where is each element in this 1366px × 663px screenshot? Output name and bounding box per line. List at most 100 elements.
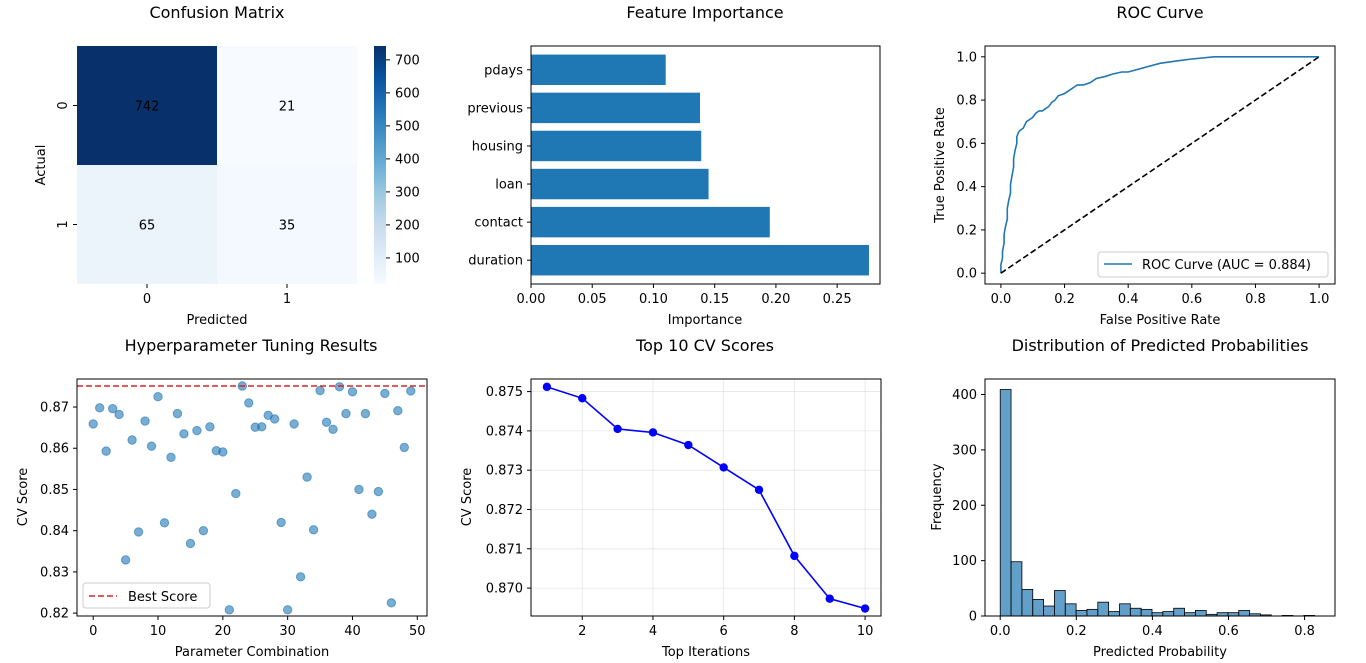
y-tick-label: 0.86 [40,442,69,457]
hyperparameter-tuning-panel: Hyperparameter Tuning Results 0 10 20 30 40 5… [16,336,428,660]
feature-importance-title: Feature Importance [626,3,783,22]
scatter-point [295,572,306,582]
feature-importance-panel: Feature Importance duration contact loan ho… [467,3,881,328]
scatter-point [269,414,280,424]
y-tick-label: 0.871 [486,542,523,557]
x-tick-label: 0.6 [1218,624,1239,639]
scatter-point [380,388,390,399]
scatter-point [347,387,358,397]
top-cv-scores-title: Top 10 CV Scores [635,336,774,355]
cv-score-point [542,382,552,392]
scatter-point [315,385,325,396]
feature-bar [531,130,702,162]
roc-curve-xlabel: False Positive Rate [1100,313,1221,328]
heatmap-cell [217,46,357,165]
cv-score-point [613,424,622,434]
x-tick-label: 0.0 [991,292,1012,307]
y-tick-label: duration [468,254,523,269]
y-tick-label: loan [495,178,523,193]
y-tick-label: 0.87 [40,401,69,416]
colorbar-tick-label: 100 [395,251,420,266]
x-tick-label: 0.0 [990,624,1011,639]
histogram-bar [999,389,1012,617]
heatmap-cell [217,165,357,284]
hyperparameter-tuning-axes [76,378,428,617]
scatter-point [244,398,254,408]
x-tick-label: 40 [344,624,361,639]
histogram-bar [1140,608,1153,617]
probability-histogram-ylabel: Frequency [930,463,945,530]
scatter-point [179,429,189,439]
roc-legend: ROC Curve (AUC = 0.884) [1097,251,1329,278]
confusion-matrix-cells: 742 21 65 35 0 1 0 1 [56,46,357,307]
scatter-point [153,392,163,402]
histogram-bar [1173,607,1185,617]
y-tick-label: contact [474,216,523,231]
top-cv-scores-panel: Top 10 CV Scores 2 4 6 8 10 0.870 0.871 0.872 0.… [460,336,882,660]
scatter-point [218,447,228,457]
cv-score-point [648,428,658,437]
confusion-matrix-panel: Confusion Matrix 742 21 65 35 0 1 0 1 Predicted… [34,3,420,328]
y-tick-label: 0.872 [486,503,523,518]
x-tick-label: 0.10 [639,292,668,307]
confusion-matrix-ylabel: Actual [34,145,49,186]
heatmap-cell [77,46,217,165]
scatter-point [140,416,150,426]
scatter-point [328,424,338,434]
histogram-bar [1032,598,1044,617]
scatter-point [406,386,416,396]
y-tick-label: 1.0 [956,50,977,65]
scatter-point [172,408,183,419]
scatter-point [198,525,209,536]
x-tick-label: 0.00 [517,292,546,307]
scatter-point [321,417,332,427]
cv-score-point [578,394,587,403]
y-tick-label: 0.4 [956,180,977,195]
y-tick-label: 0.85 [40,483,69,498]
scatter-point [166,452,176,463]
scatter-point [185,538,196,549]
y-tick-label: 0.875 [486,385,523,400]
feature-bar [531,54,666,86]
x-tick-label: 20 [215,624,232,639]
hyperparameter-tuning-points: 0 10 20 30 40 50 0.82 0.83 0.84 0.85 0.86 0.87 [40,381,427,639]
x-tick-label: 1 [283,292,291,307]
y-tick-label: 0 [56,101,71,109]
scatter-point [354,484,364,495]
heatmap-cell-label: 65 [139,219,156,234]
y-tick-label: 1 [56,220,71,228]
cv-score-point [754,485,764,495]
scatter-point [133,527,144,537]
colorbar-tick-label: 300 [395,185,420,200]
y-tick-label: 0.870 [486,582,523,597]
scatter-point [282,605,293,615]
probability-histogram-xlabel: Predicted Probability [1093,645,1227,660]
y-tick-label: 0.8 [956,94,977,109]
x-tick-label: 4 [649,624,657,639]
scatter-point [302,472,312,482]
y-tick-label: pdays [484,63,523,78]
diagonal-reference-line [1000,56,1320,274]
feature-importance-bars: duration contact loan housing previous pdays 0… [467,54,869,307]
top-cv-scores-axes [530,378,882,617]
histogram-bar [1238,610,1250,617]
histogram-bar [1086,608,1099,617]
cv-score-point [860,604,870,613]
y-tick-label: 300 [952,443,977,458]
scatter-point [192,425,202,436]
colorbar-tick-label: 600 [395,86,420,101]
histogram-bar [1119,603,1131,617]
x-tick-label: 0.4 [1118,292,1139,307]
scatter-point [360,408,371,419]
x-tick-label: 6 [720,624,728,639]
y-tick-label: previous [467,101,523,116]
probability-histogram-panel: Distribution of Predicted Probabilities … [930,336,1336,660]
scatter-point [159,518,170,528]
top-cv-scores-ylabel: CV Score [460,468,475,527]
scatter-point [114,409,124,420]
feature-bar [531,168,709,200]
x-tick-label: 0.6 [1181,292,1202,307]
x-tick-label: 0.2 [1066,624,1087,639]
scatter-point [107,403,118,414]
